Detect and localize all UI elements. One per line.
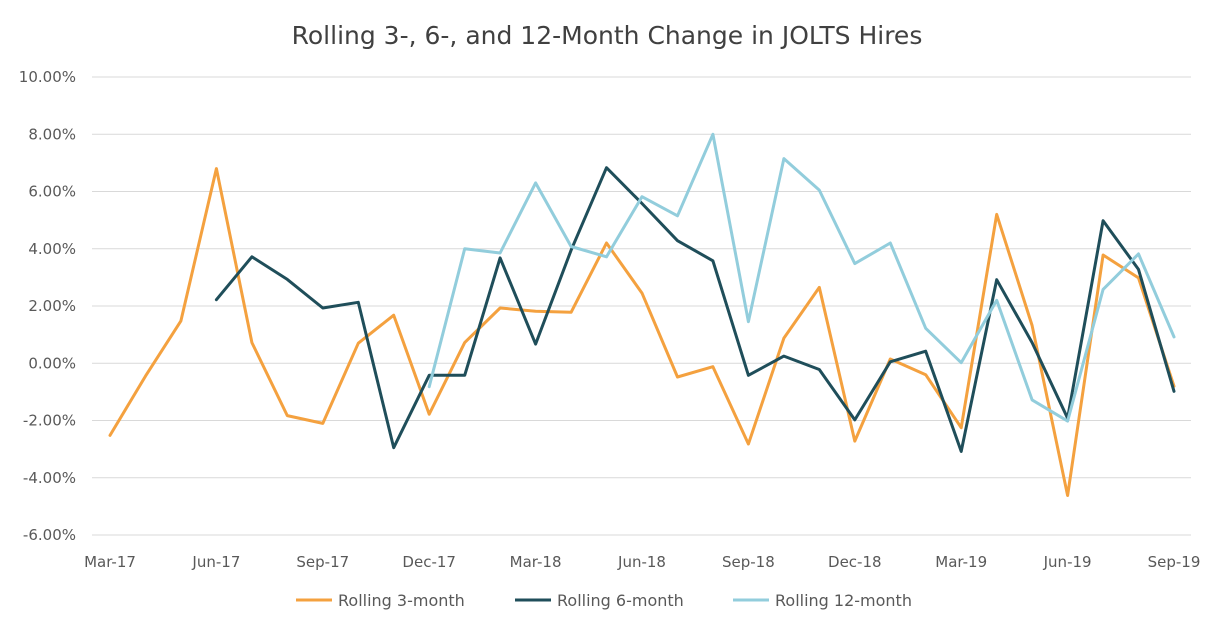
x-tick-label: Sep-19 <box>1148 553 1201 571</box>
x-tick-label: Dec-17 <box>402 553 456 571</box>
legend-label: Rolling 3-month <box>338 591 465 610</box>
y-tick-label: 0.00% <box>28 354 76 372</box>
y-tick-label: 2.00% <box>28 297 76 315</box>
y-axis-labels: 10.00% 8.00% 6.00% 4.00% 2.00% 0.00% -2.00% -4.… <box>19 68 76 544</box>
legend: Rolling 3-month Rolling 6-month Rolling 12… <box>296 591 912 610</box>
legend-label: Rolling 6-month <box>557 591 684 610</box>
x-tick-label: Dec-18 <box>828 553 882 571</box>
y-tick-label: -2.00% <box>23 412 76 430</box>
series-line-2 <box>214 166 1176 453</box>
x-tick-label: Mar-17 <box>84 553 136 571</box>
chart-title: Rolling 3-, 6-, and 12-Month Change in J… <box>292 21 923 50</box>
x-tick-label: Jun-19 <box>1043 553 1092 571</box>
y-tick-label: -6.00% <box>23 526 76 544</box>
x-tick-label: Mar-18 <box>510 553 562 571</box>
x-tick-label: Sep-17 <box>296 553 349 571</box>
series-lines <box>108 132 1176 497</box>
x-tick-label: Jun-17 <box>191 553 240 571</box>
x-tick-label: Mar-19 <box>935 553 987 571</box>
y-tick-label: 8.00% <box>28 125 76 143</box>
gridlines <box>92 76 1191 536</box>
x-axis-labels: Mar-17 Jun-17 Sep-17 Dec-17 Mar-18 Jun-18 Sep-… <box>84 553 1200 571</box>
series-line-3 <box>427 132 1176 423</box>
y-tick-label: 4.00% <box>28 240 76 258</box>
x-tick-label: Sep-18 <box>722 553 775 571</box>
legend-label: Rolling 12-month <box>775 591 912 610</box>
x-tick-label: Jun-18 <box>617 553 666 571</box>
y-tick-label: 6.00% <box>28 183 76 201</box>
y-tick-label: 10.00% <box>19 68 76 86</box>
series-line-1 <box>108 167 1176 497</box>
y-tick-label: -4.00% <box>23 469 76 487</box>
